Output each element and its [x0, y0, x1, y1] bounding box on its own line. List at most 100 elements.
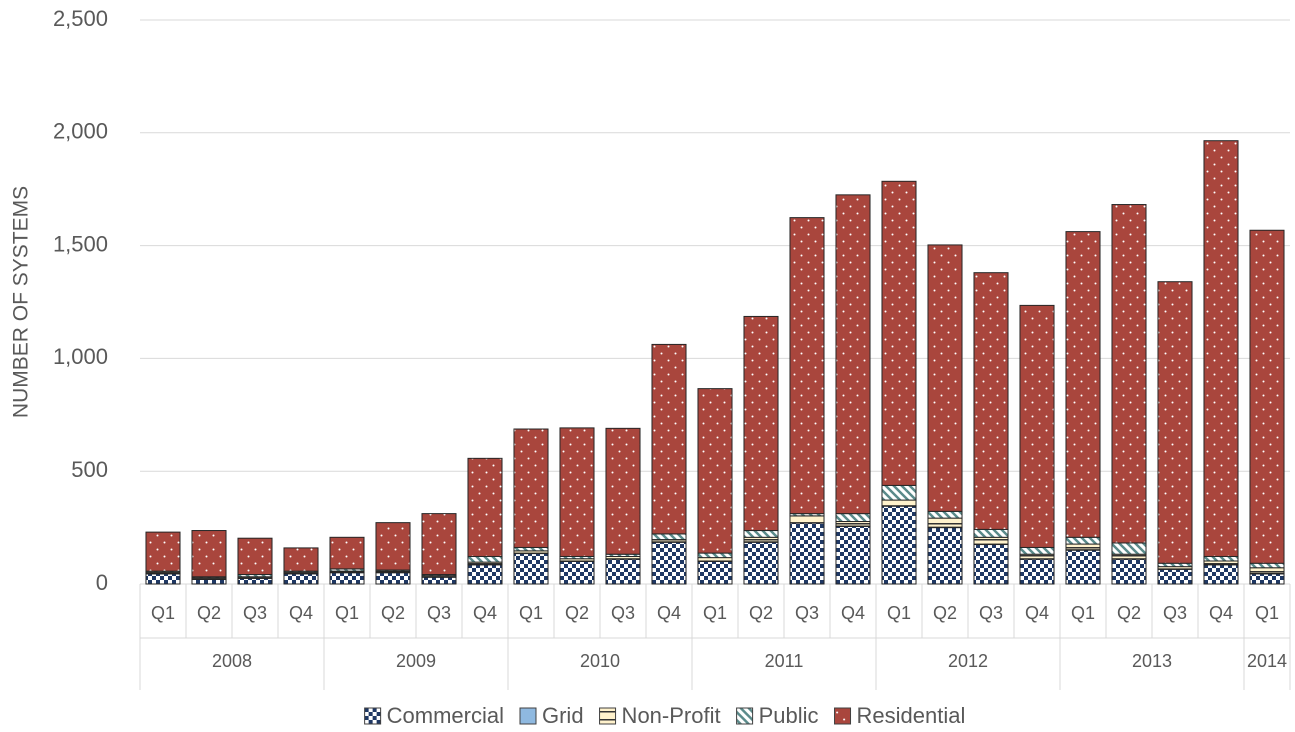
x-tick-label: Q1: [1255, 603, 1279, 623]
bar-segment: [237, 577, 273, 585]
bar-segment: [743, 530, 779, 538]
bar-segment: [1203, 564, 1239, 585]
bar-segment: [605, 427, 641, 555]
bar-segment: [1249, 229, 1285, 564]
y-tick-label: 2,500: [53, 6, 108, 31]
x-tick-label: Q2: [197, 603, 221, 623]
x-tick-label: Q4: [1209, 603, 1233, 623]
bar-segment: [605, 558, 641, 585]
bar-segment: [927, 517, 963, 528]
bar-segment: [467, 564, 503, 585]
bar-segment: [881, 499, 917, 507]
y-tick-label: 2,000: [53, 119, 108, 144]
bar-segment: [1203, 560, 1239, 565]
bar-segment: [1249, 562, 1285, 569]
y-tick-label: 1,500: [53, 231, 108, 256]
bar-segment: [973, 272, 1009, 530]
legend-swatch: [599, 707, 617, 725]
bar-segment: [1203, 555, 1239, 562]
x-tick-label: Q1: [335, 603, 359, 623]
x-tick-label: Q3: [611, 603, 635, 623]
legend-swatch: [834, 707, 852, 725]
bar-segment: [697, 560, 733, 585]
bar-segment: [881, 180, 917, 486]
bar-segment: [1065, 543, 1101, 551]
y-axis-label: NUMBER OF SYSTEMS: [10, 186, 33, 418]
legend-swatch: [736, 707, 754, 725]
x-group-label: 2012: [948, 651, 988, 671]
bar-segment: [559, 560, 595, 585]
x-tick-label: Q2: [1117, 603, 1141, 623]
bar-segment: [1111, 558, 1147, 585]
bar-segment: [1157, 568, 1193, 585]
x-tick-label: Q1: [703, 603, 727, 623]
bar-segment: [743, 536, 779, 543]
bar-segment: [145, 573, 181, 585]
bar-segment: [1019, 553, 1055, 560]
bar-segment: [421, 513, 457, 576]
bar-segment: [1019, 546, 1055, 555]
bar-segment: [1065, 231, 1101, 538]
bar-segment: [881, 505, 917, 585]
y-tick-label: 500: [71, 457, 108, 482]
x-tick-label: Q1: [151, 603, 175, 623]
bar-segment: [145, 531, 181, 572]
bar-segment: [1065, 549, 1101, 585]
bar-segment: [421, 576, 457, 585]
bar-segment: [1019, 558, 1055, 585]
legend-swatch: [364, 707, 382, 725]
bar-segment: [651, 541, 687, 585]
x-group-label: 2013: [1132, 651, 1172, 671]
x-group-label: 2011: [765, 651, 804, 671]
bar-segment: [1111, 542, 1147, 555]
x-tick-label: Q4: [473, 603, 497, 623]
bar-segment: [835, 521, 871, 527]
bar-segment: [927, 527, 963, 585]
x-tick-label: Q1: [887, 603, 911, 623]
bar-segment: [835, 525, 871, 585]
x-group-label: 2009: [396, 651, 436, 671]
bar-segment: [191, 530, 227, 578]
bar-segment: [375, 572, 411, 585]
bar-segment: [743, 541, 779, 585]
bar-segment: [927, 510, 963, 519]
x-tick-label: Q2: [933, 603, 957, 623]
x-tick-label: Q4: [841, 603, 865, 623]
bar-segment: [651, 533, 687, 541]
bar-segment: [789, 522, 825, 585]
bar-segment: [513, 428, 549, 548]
bar-segment: [375, 522, 411, 571]
x-tick-label: Q3: [979, 603, 1003, 623]
bar-segment: [467, 555, 503, 563]
bar-segment: [881, 484, 917, 501]
y-tick-label: 1,000: [53, 344, 108, 369]
bar-segment: [973, 528, 1009, 538]
bar-segment: [1019, 304, 1055, 548]
legend-label: Non-Profit: [622, 703, 721, 728]
bar-segment: [237, 537, 273, 576]
x-tick-label: Q3: [795, 603, 819, 623]
bar-segment: [651, 343, 687, 535]
y-tick-label: 0: [96, 570, 108, 595]
bar-segment: [927, 244, 963, 512]
bar-segment: [697, 388, 733, 554]
legend-label: Public: [759, 703, 819, 728]
x-tick-label: Q1: [1071, 603, 1095, 623]
x-tick-label: Q2: [381, 603, 405, 623]
bar-segment: [1111, 204, 1147, 544]
bar-segment: [835, 513, 871, 523]
bar-segment: [191, 578, 227, 585]
bar-segment: [1111, 553, 1147, 560]
bar-segment: [835, 194, 871, 515]
bar-segment: [697, 552, 733, 559]
x-tick-label: Q1: [519, 603, 543, 623]
x-tick-label: Q4: [657, 603, 681, 623]
x-tick-label: Q4: [289, 603, 313, 623]
bar-segment: [283, 547, 319, 572]
x-tick-label: Q2: [749, 603, 773, 623]
x-group-label: 2010: [580, 651, 620, 671]
bar-segment: [789, 515, 825, 524]
legend-label: Residential: [857, 703, 966, 728]
bar-segment: [1157, 562, 1193, 568]
bar-segment: [329, 536, 365, 570]
